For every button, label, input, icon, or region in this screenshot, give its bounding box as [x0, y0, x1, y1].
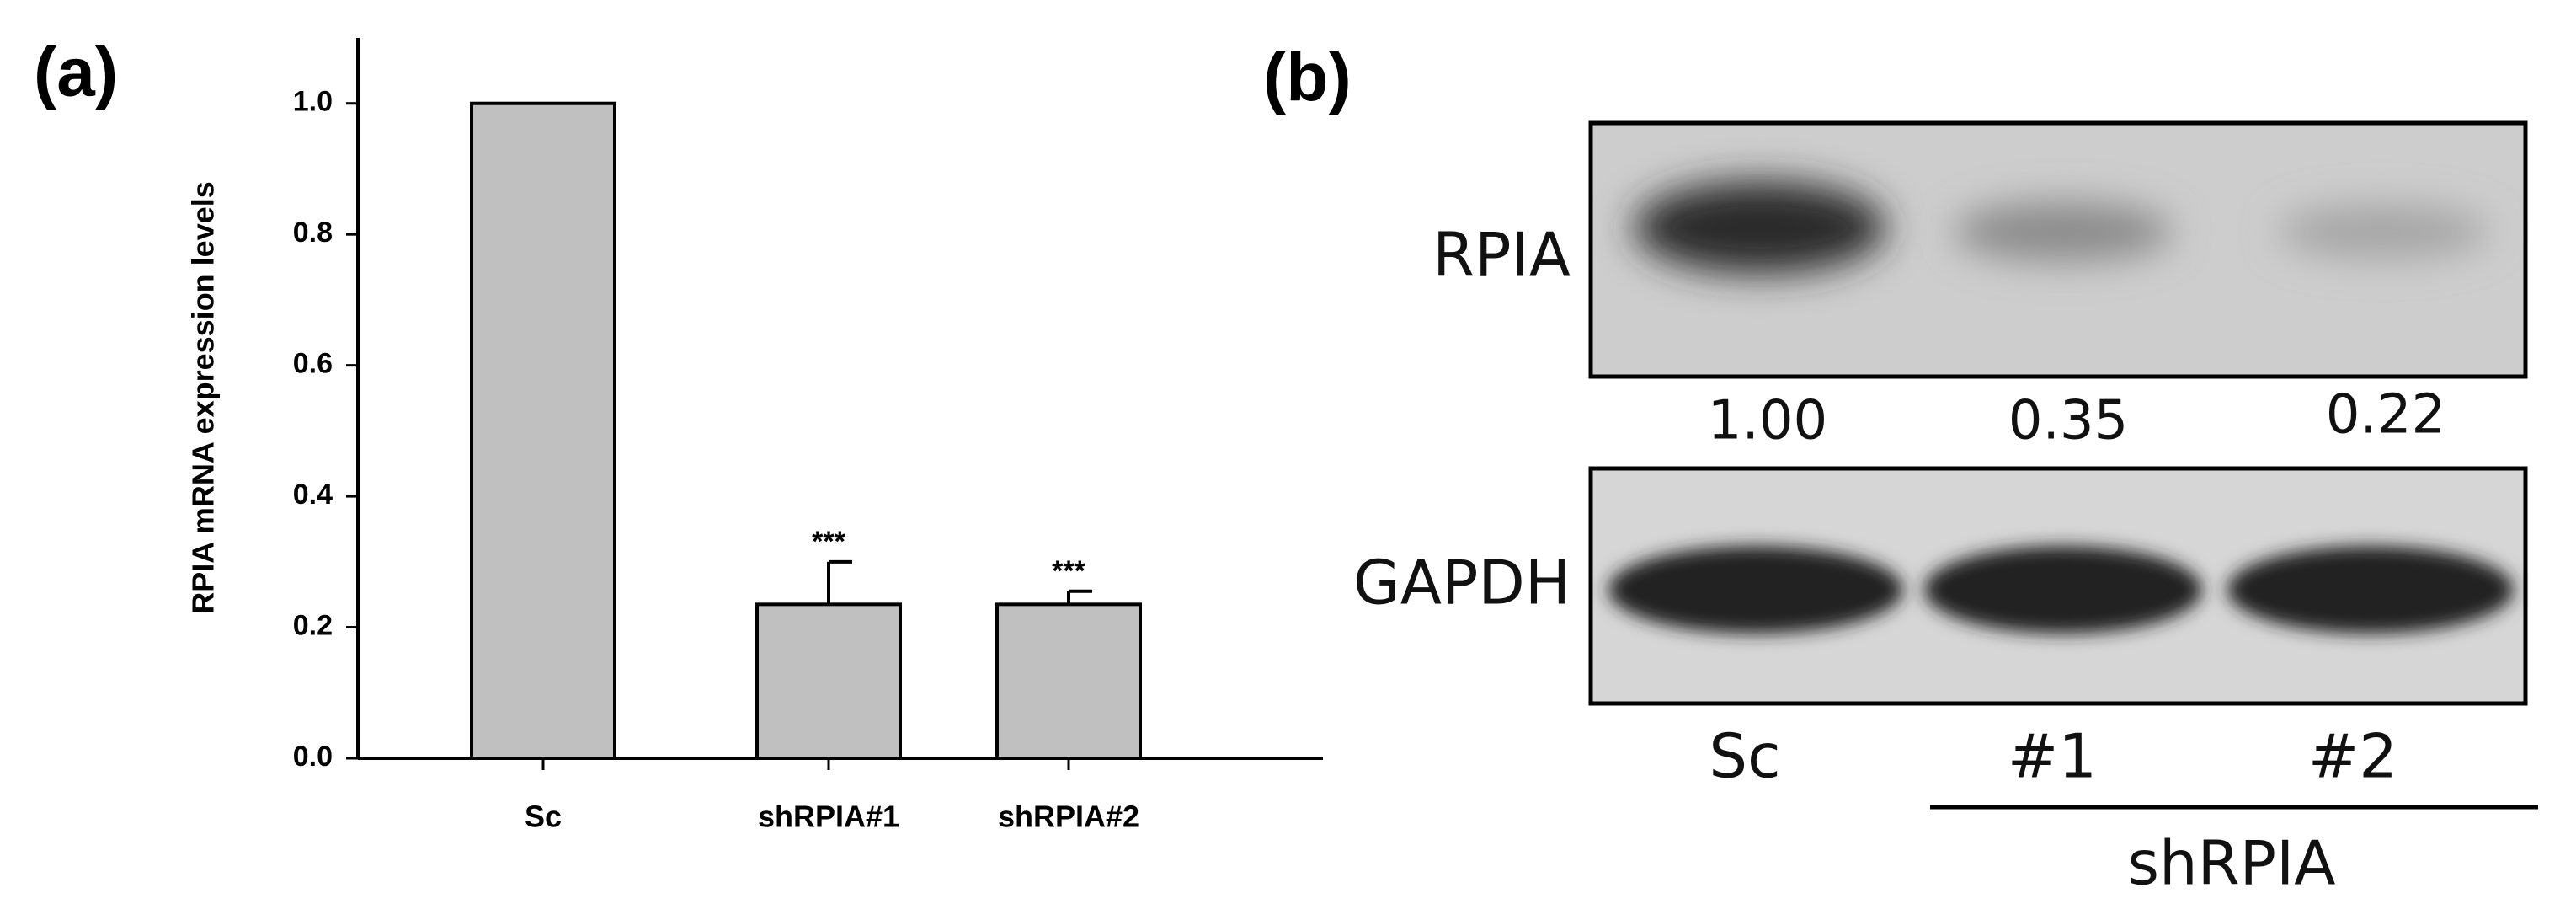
panel-label: (a) [34, 35, 118, 111]
quantification: 1.00 [1708, 390, 1828, 452]
group-label: shRPIA [2127, 828, 2335, 899]
y-tick-label: 0.4 [293, 479, 333, 511]
blot-gapdh [1588, 466, 2528, 706]
y-tick-label: 0.6 [293, 348, 333, 380]
y-tick-label: 1.0 [293, 86, 333, 118]
significance: *** [1052, 555, 1085, 587]
quantification: 0.22 [2326, 384, 2446, 447]
row-label: RPIA [1432, 220, 1571, 291]
y-tick-label: 0.0 [293, 741, 333, 773]
y-tick-label: 0.2 [293, 610, 333, 642]
bar-chart: 0.0 0.2 0.4 0.6 0.8 1.0 Sc shRPIA#1 *** shRPIA#2 *… [293, 38, 1323, 834]
panel-label: (b) [1263, 40, 1352, 116]
y-tick-label: 0.8 [293, 217, 333, 249]
x-tick-label: shRPIA#2 [998, 800, 1139, 834]
row-label: GAPDH [1353, 548, 1571, 618]
bar [755, 602, 902, 760]
bar [995, 602, 1142, 760]
lane-label: #2 [2308, 721, 2397, 792]
lane-label: #1 [2008, 721, 2097, 792]
lane-label: Sc [1709, 721, 1780, 792]
x-tick-label: Sc [525, 800, 562, 834]
y-axis-label: RPIA mRNA expression levels [186, 181, 221, 614]
x-tick-label: shRPIA#1 [758, 800, 899, 834]
bar [470, 101, 616, 760]
significance: *** [812, 526, 845, 558]
quantification: 0.35 [2008, 390, 2129, 452]
blot-rpia [1588, 120, 2528, 379]
